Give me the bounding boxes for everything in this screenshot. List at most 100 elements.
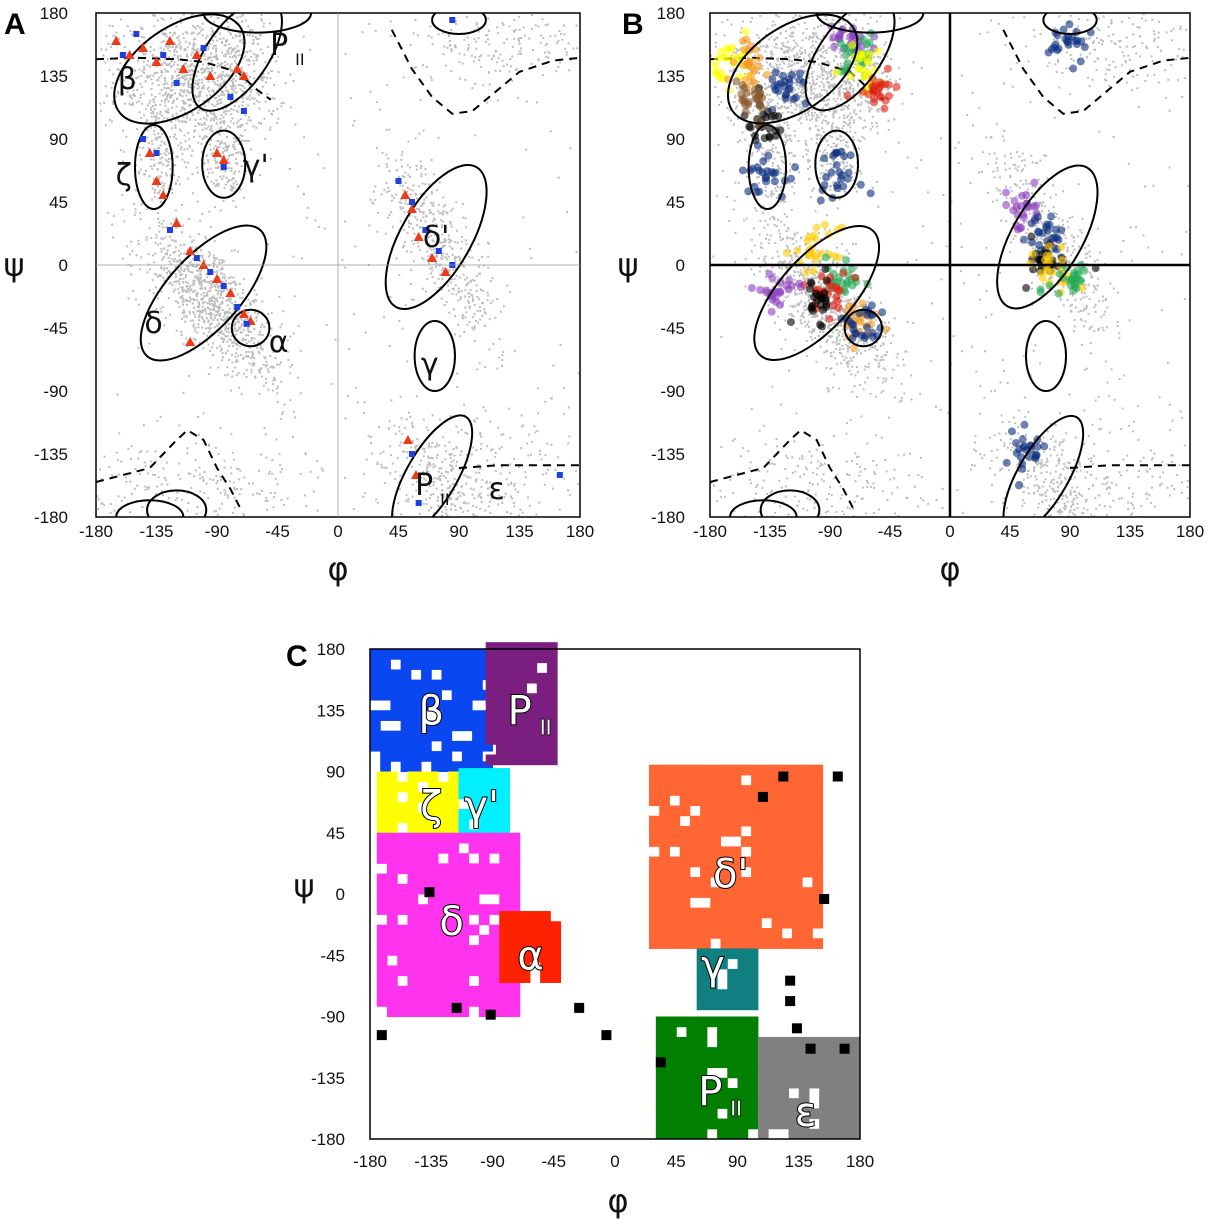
background-point <box>814 83 817 86</box>
background-point <box>388 170 391 173</box>
background-point <box>166 110 169 113</box>
background-point <box>401 150 404 153</box>
background-point <box>768 93 771 96</box>
background-point <box>287 358 290 361</box>
background-point <box>775 43 778 46</box>
background-point <box>437 504 440 507</box>
background-point <box>780 133 783 136</box>
background-point <box>807 111 810 114</box>
background-point <box>432 463 435 466</box>
background-point <box>161 71 164 74</box>
background-point <box>200 276 203 279</box>
background-point <box>876 109 879 112</box>
background-point <box>176 46 179 49</box>
background-point <box>280 323 283 326</box>
background-point <box>868 109 871 112</box>
background-point <box>201 476 204 479</box>
background-point <box>268 470 271 473</box>
background-point <box>790 208 793 211</box>
background-point <box>821 51 824 54</box>
background-point <box>432 231 435 234</box>
background-point <box>376 101 379 104</box>
background-point <box>450 69 453 72</box>
background-point <box>857 79 860 82</box>
background-point <box>853 79 856 82</box>
background-point <box>447 270 450 273</box>
background-point <box>230 186 233 189</box>
background-point <box>206 135 209 138</box>
background-point <box>848 87 851 90</box>
background-point <box>232 84 235 87</box>
background-point <box>415 66 418 69</box>
background-point <box>767 104 770 107</box>
background-point <box>385 466 388 469</box>
background-point <box>271 365 274 368</box>
background-point <box>198 466 201 469</box>
background-point <box>575 24 578 27</box>
background-point <box>174 240 177 243</box>
background-point <box>475 506 478 509</box>
background-point <box>207 64 210 67</box>
triangle-point <box>427 253 438 262</box>
background-point <box>549 35 552 38</box>
background-point <box>202 71 205 74</box>
background-point <box>230 334 233 337</box>
background-point <box>390 399 393 402</box>
background-point <box>172 115 175 118</box>
background-point <box>223 493 226 496</box>
background-point <box>193 53 196 56</box>
background-point <box>250 89 253 92</box>
background-point <box>477 30 480 33</box>
background-point <box>859 96 862 99</box>
background-point <box>199 118 202 121</box>
background-point <box>230 170 233 173</box>
background-point <box>504 492 507 495</box>
background-point <box>397 175 400 178</box>
background-point <box>179 286 182 289</box>
background-point <box>410 446 413 449</box>
background-point <box>236 162 239 165</box>
background-point <box>235 157 238 160</box>
background-point <box>229 297 232 300</box>
background-point <box>301 21 304 24</box>
background-point <box>216 270 219 273</box>
panel-a-x-tick-label: -135 <box>139 522 173 541</box>
background-point <box>211 152 214 155</box>
background-point <box>238 170 241 173</box>
background-point <box>797 62 800 65</box>
background-point <box>231 451 234 454</box>
background-point <box>241 152 244 155</box>
background-point <box>162 256 165 259</box>
background-point <box>171 188 174 191</box>
background-point <box>751 154 754 157</box>
background-point <box>259 48 262 51</box>
background-point <box>245 122 248 125</box>
background-point <box>213 44 216 47</box>
background-point <box>377 165 380 168</box>
background-point <box>165 97 168 100</box>
background-point <box>535 101 538 104</box>
background-point <box>453 315 456 318</box>
panel-a-dashed-boundary-1 <box>390 29 580 115</box>
background-point <box>412 227 415 230</box>
background-point <box>362 411 365 414</box>
background-point <box>221 108 224 111</box>
background-point <box>741 131 744 134</box>
background-point <box>243 372 246 375</box>
background-point <box>226 181 229 184</box>
background-point <box>225 135 228 138</box>
background-point <box>208 281 211 284</box>
background-point <box>174 124 177 127</box>
background-point <box>811 51 814 54</box>
background-point <box>238 493 241 496</box>
background-point <box>198 90 201 93</box>
background-point <box>207 101 210 104</box>
background-point <box>383 482 386 485</box>
background-point <box>232 276 235 279</box>
background-point <box>735 48 738 51</box>
background-point <box>224 491 227 494</box>
background-point <box>232 108 235 111</box>
background-point <box>186 65 189 68</box>
background-point <box>425 469 428 472</box>
background-point <box>461 62 464 65</box>
